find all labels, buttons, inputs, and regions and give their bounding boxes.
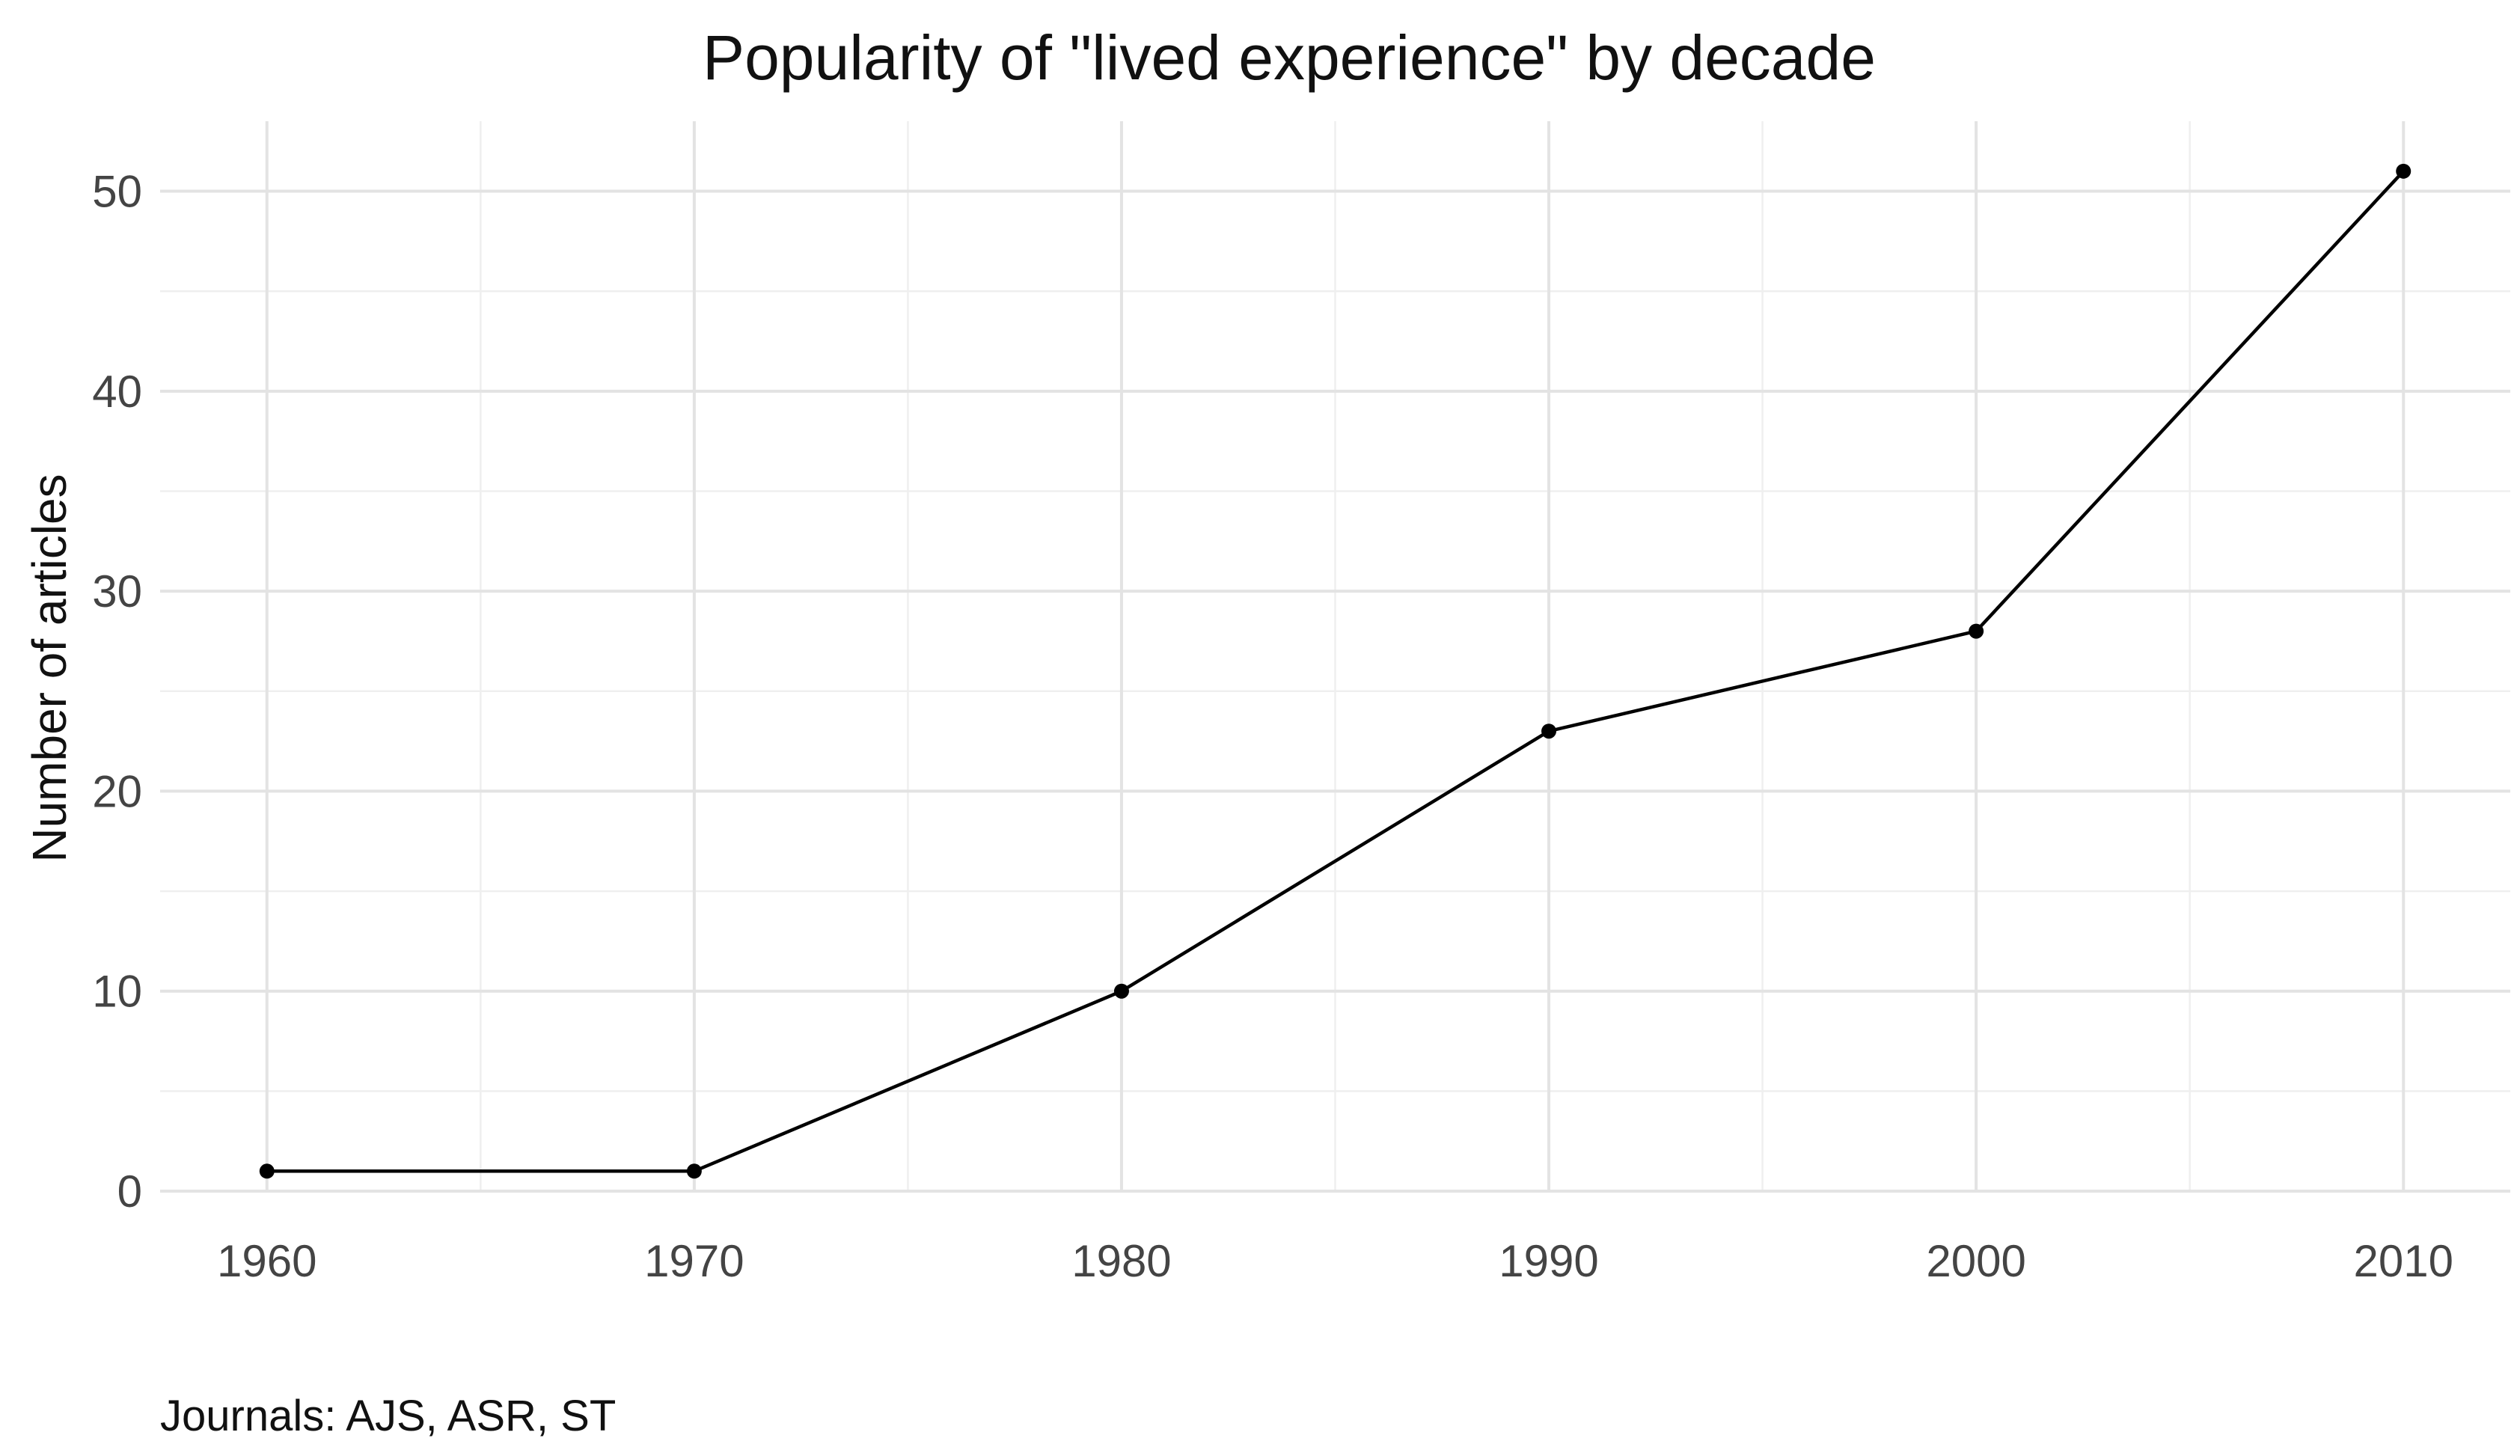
x-tick-label: 1990 <box>1499 1236 1598 1286</box>
y-axis-title: Number of articles <box>22 474 76 862</box>
grid <box>160 121 2510 1193</box>
y-tick-label: 20 <box>92 766 142 816</box>
series-lived-experience <box>259 163 2412 1179</box>
data-point <box>1969 623 1984 639</box>
y-tick-label: 10 <box>92 967 142 1017</box>
y-tick-label: 40 <box>92 367 142 417</box>
data-point <box>686 1163 702 1179</box>
y-axis-tick-labels: 0 10 20 30 40 50 <box>92 167 142 1217</box>
y-tick-label: 30 <box>92 566 142 617</box>
x-axis-tick-labels: 1960 1970 1980 1990 2000 2010 <box>217 1236 2453 1286</box>
data-point <box>1541 724 1557 739</box>
data-point <box>2396 163 2412 179</box>
x-tick-label: 2010 <box>2353 1236 2453 1286</box>
series-line <box>266 170 2405 1173</box>
x-tick-label: 1980 <box>1071 1236 1171 1286</box>
data-point <box>1113 983 1129 999</box>
chart-title: Popularity of "lived experience" by deca… <box>703 22 1876 93</box>
y-tick-label: 50 <box>92 167 142 217</box>
chart-caption: Journals: AJS, ASR, ST <box>160 1392 616 1440</box>
x-tick-label: 2000 <box>1926 1236 2025 1286</box>
y-tick-label: 0 <box>117 1166 142 1217</box>
x-tick-label: 1970 <box>644 1236 744 1286</box>
data-point <box>259 1163 275 1179</box>
x-tick-label: 1960 <box>217 1236 316 1286</box>
